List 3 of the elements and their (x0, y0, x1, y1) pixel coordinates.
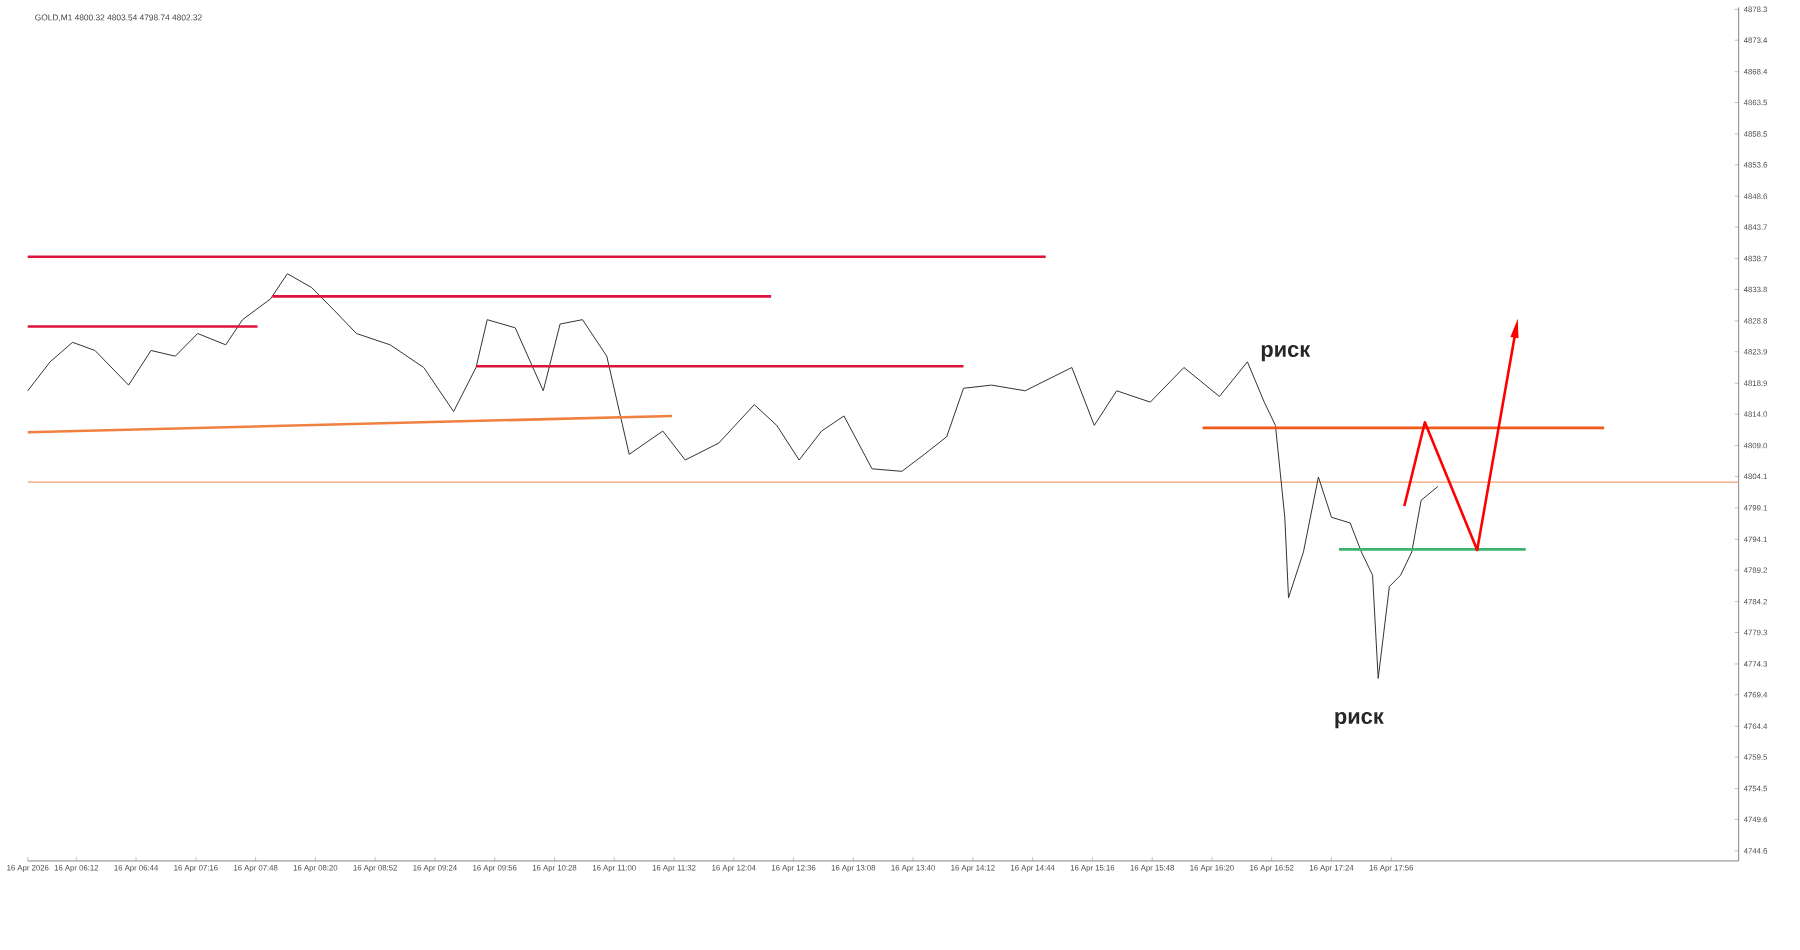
line-series (27, 273, 1439, 680)
annotation: риск (1335, 712, 1384, 729)
annotation: риск (1261, 345, 1311, 362)
